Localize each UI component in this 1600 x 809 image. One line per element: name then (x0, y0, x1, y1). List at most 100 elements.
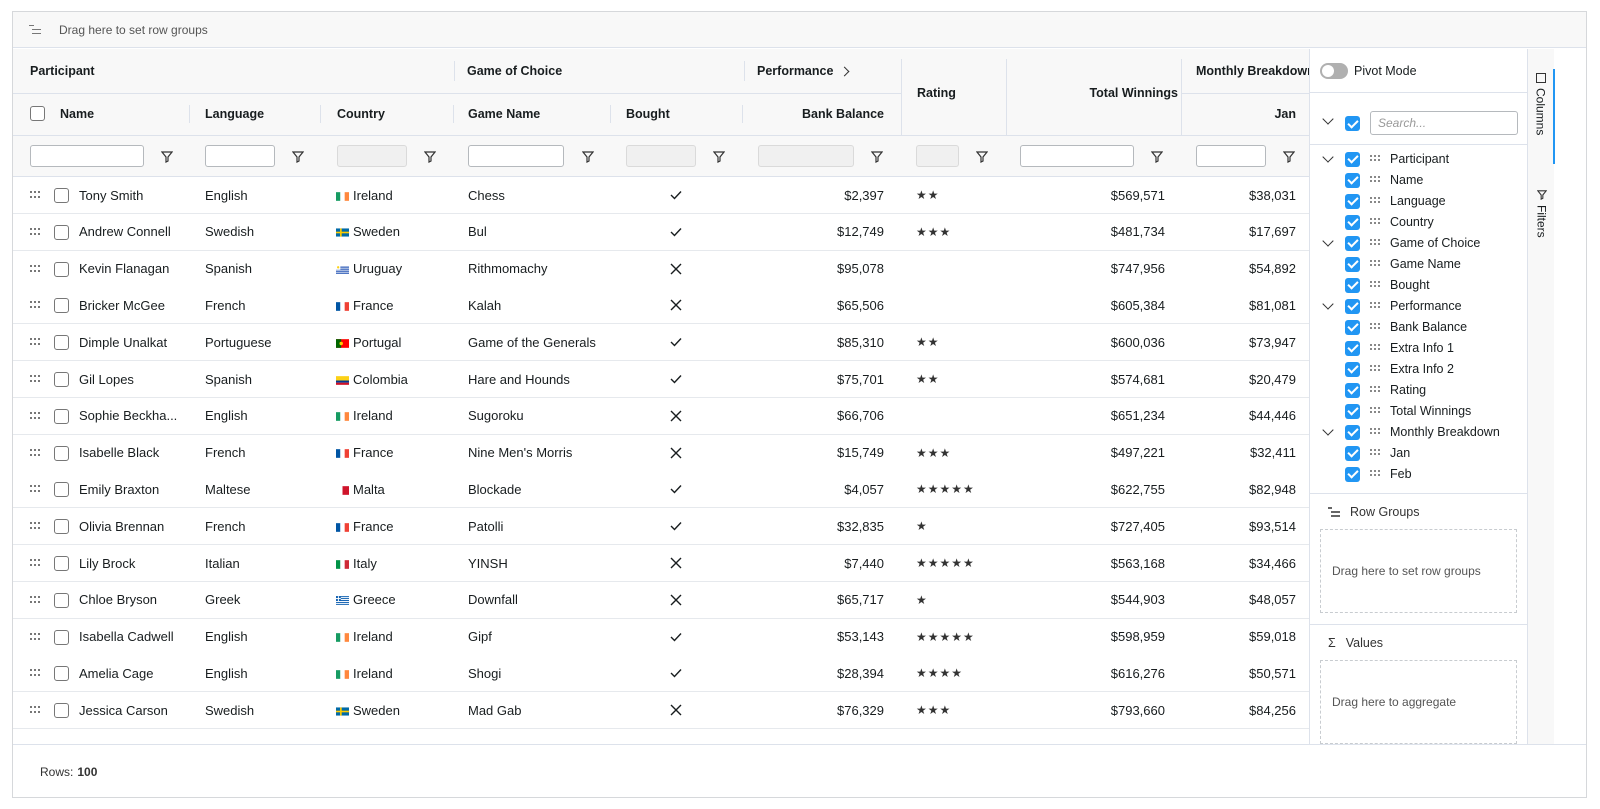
table-row[interactable]: Isabelle Black French France Nine Men's Mor… (13, 434, 1335, 472)
header-group-performance[interactable]: Performance (757, 49, 850, 93)
table-row[interactable]: Kevin Flanagan Spanish Uruguay Rithmomachy $… (13, 250, 1335, 288)
filter-icon[interactable] (1151, 151, 1163, 163)
filter-icon[interactable] (582, 151, 594, 163)
drag-handle-icon[interactable] (30, 227, 40, 236)
column-tree-item[interactable]: Name (1338, 171, 1423, 189)
table-row[interactable]: Emily Braxton Maltese Malta Blockade $4,057 ★… (13, 471, 1335, 509)
row-checkbox[interactable] (54, 519, 69, 535)
drag-handle-icon[interactable] (30, 559, 40, 567)
header-group-monthly-breakdown[interactable]: Monthly Breakdown (1196, 64, 1315, 78)
column-checkbox[interactable] (1345, 319, 1360, 335)
filter-input-country[interactable] (337, 145, 407, 167)
row-checkbox[interactable] (54, 445, 69, 461)
select-all-checkbox[interactable] (30, 106, 45, 121)
tab-columns[interactable]: Columns (1528, 69, 1555, 164)
header-group-participant[interactable]: Participant (30, 64, 95, 78)
column-tree-item[interactable]: Jan (1338, 444, 1410, 462)
drag-handle-icon[interactable] (30, 411, 40, 420)
drag-handle-icon[interactable] (1370, 239, 1380, 247)
drag-handle-icon[interactable] (1370, 386, 1380, 394)
row-group-drop-bar[interactable]: Drag here to set row groups (13, 12, 1586, 48)
row-checkbox[interactable] (54, 592, 69, 608)
column-tree-item[interactable]: Game of Choice (1322, 234, 1480, 252)
column-checkbox[interactable] (1345, 361, 1360, 377)
row-checkbox[interactable] (54, 298, 69, 314)
filter-input-total-winnings[interactable] (1020, 145, 1134, 167)
column-checkbox[interactable] (1345, 235, 1360, 251)
filter-input-rating[interactable] (916, 145, 959, 167)
column-checkbox[interactable] (1345, 340, 1360, 356)
chevron-down-icon[interactable] (1322, 151, 1334, 163)
header-bank-balance[interactable]: Bank Balance (802, 107, 884, 121)
drag-handle-icon[interactable] (1370, 197, 1380, 205)
column-tree-item[interactable]: Extra Info 1 (1338, 339, 1454, 357)
filter-icon[interactable] (713, 151, 725, 163)
drag-handle-icon[interactable] (1370, 344, 1380, 352)
drag-handle-icon[interactable] (30, 301, 40, 309)
drag-handle-icon[interactable] (1370, 260, 1380, 268)
column-checkbox[interactable] (1345, 214, 1360, 230)
row-checkbox[interactable] (54, 629, 69, 645)
filter-input-jan[interactable] (1196, 145, 1266, 167)
row-checkbox[interactable] (54, 556, 69, 571)
drag-handle-icon[interactable] (1370, 470, 1380, 478)
drag-handle-icon[interactable] (30, 338, 40, 346)
filter-input-game-name[interactable] (468, 145, 564, 167)
column-tree-item[interactable]: Bought (1338, 276, 1430, 294)
pivot-mode-toggle[interactable]: Pivot Mode (1320, 62, 1417, 80)
drag-handle-icon[interactable] (30, 595, 40, 604)
drag-handle-icon[interactable] (1370, 323, 1380, 331)
drag-handle-icon[interactable] (1370, 302, 1380, 310)
drag-handle-icon[interactable] (1370, 365, 1380, 373)
chevron-down-icon[interactable] (1322, 424, 1334, 436)
filter-input-bought[interactable] (626, 145, 696, 167)
header-language[interactable]: Language (205, 107, 265, 121)
drag-handle-icon[interactable] (30, 375, 40, 383)
chevron-down-icon[interactable] (1322, 113, 1334, 125)
row-checkbox[interactable] (54, 666, 69, 682)
table-row[interactable]: Chloe Bryson Greek Greece Downfall $65,717 ★ $… (13, 581, 1335, 619)
row-checkbox[interactable] (54, 482, 69, 498)
filter-icon[interactable] (1283, 151, 1295, 163)
column-tree-item[interactable]: Feb (1338, 465, 1412, 483)
header-group-game-of-choice[interactable]: Game of Choice (467, 64, 563, 78)
filter-icon[interactable] (424, 151, 436, 163)
table-row[interactable]: Olivia Brennan French France Patolli $32,835… (13, 508, 1335, 546)
row-checkbox[interactable] (54, 224, 69, 240)
column-tree-item[interactable]: Performance (1322, 297, 1462, 315)
row-groups-dropzone[interactable]: Drag here to set row groups (1320, 529, 1517, 613)
column-checkbox[interactable] (1345, 445, 1360, 461)
header-game-name[interactable]: Game Name (468, 107, 541, 121)
row-checkbox[interactable] (54, 261, 69, 277)
header-jan[interactable]: Jan (1274, 107, 1296, 121)
row-checkbox[interactable] (54, 408, 69, 424)
filter-input-bank-balance[interactable] (758, 145, 854, 167)
table-row[interactable]: Bricker McGee French France Kalah $65,506 $60… (13, 287, 1335, 325)
column-checkbox[interactable] (1345, 277, 1360, 293)
drag-handle-icon[interactable] (30, 191, 40, 199)
table-row[interactable]: Jessica Carson Swedish Sweden Mad Gab $76,32… (13, 692, 1335, 730)
column-tree-item[interactable]: Bank Balance (1338, 318, 1467, 336)
table-row[interactable]: Gil Lopes Spanish Colombia Hare and Hounds $… (13, 361, 1335, 398)
column-checkbox[interactable] (1345, 466, 1360, 482)
drag-handle-icon[interactable] (30, 448, 40, 457)
drag-handle-icon[interactable] (30, 669, 40, 677)
column-tree-item[interactable]: Extra Info 2 (1338, 360, 1454, 378)
row-checkbox[interactable] (54, 335, 69, 351)
table-row[interactable]: Lily Brock Italian Italy YINSH $7,440 ★★★★★ $5… (13, 545, 1335, 582)
drag-handle-icon[interactable] (30, 632, 40, 641)
filter-icon[interactable] (161, 151, 173, 163)
drag-handle-icon[interactable] (1370, 155, 1380, 163)
column-checkbox[interactable] (1345, 172, 1360, 188)
column-tree-item[interactable]: Country (1338, 213, 1434, 231)
drag-handle-icon[interactable] (1370, 218, 1380, 226)
column-tree-item[interactable]: Participant (1322, 150, 1449, 168)
column-checkbox[interactable] (1345, 151, 1360, 167)
table-row[interactable]: Tony Smith English Ireland Chess $2,397 ★★ $56… (13, 177, 1335, 214)
toggle-switch[interactable] (1320, 63, 1348, 79)
row-checkbox[interactable] (54, 703, 69, 719)
drag-handle-icon[interactable] (30, 264, 40, 273)
filter-icon[interactable] (871, 151, 883, 163)
drag-handle-icon[interactable] (1370, 449, 1380, 457)
column-checkbox[interactable] (1345, 256, 1360, 272)
